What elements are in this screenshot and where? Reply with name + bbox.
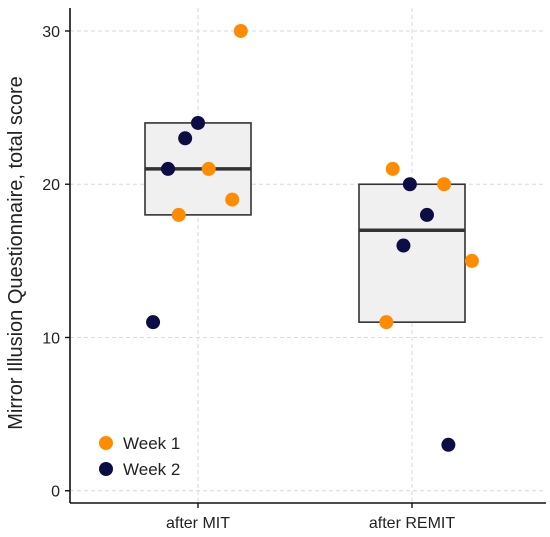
data-point-week-2 xyxy=(419,207,434,222)
y-tick-label: 20 xyxy=(42,177,60,194)
box-iqr xyxy=(358,183,466,323)
data-point-week-1 xyxy=(233,23,248,38)
legend-marker xyxy=(99,436,113,450)
y-axis-title: Mirror Illusion Questionnaire, total sco… xyxy=(5,76,27,429)
tick-layer: 0 10 20 30 after MIT after REMIT xyxy=(42,24,455,532)
legend-marker xyxy=(99,462,113,476)
data-point-week-2 xyxy=(178,131,193,146)
data-point-week-1 xyxy=(464,253,479,268)
data-point-week-2 xyxy=(396,238,411,253)
legend-label: Week 2 xyxy=(123,460,180,479)
point-layer xyxy=(146,23,479,452)
data-point-week-1 xyxy=(379,315,394,330)
x-tick-label: after MIT xyxy=(166,515,230,532)
data-point-week-2 xyxy=(402,177,417,192)
box-layer xyxy=(144,122,466,323)
data-point-week-1 xyxy=(385,161,400,176)
legend-label: Week 1 xyxy=(123,434,180,453)
data-point-week-1 xyxy=(201,161,216,176)
data-point-week-2 xyxy=(191,115,205,130)
x-tick-label: after REMIT xyxy=(369,515,455,532)
data-point-week-1 xyxy=(437,177,452,192)
axis-layer xyxy=(69,8,546,504)
data-point-week-1 xyxy=(225,192,240,207)
data-point-week-2 xyxy=(441,437,456,452)
y-tick-label: 10 xyxy=(42,330,60,347)
y-tick-label: 0 xyxy=(51,484,60,501)
legend: Week 1 Week 2 xyxy=(99,434,180,479)
data-point-week-2 xyxy=(146,315,161,330)
y-tick-label: 30 xyxy=(42,24,60,41)
data-point-week-2 xyxy=(161,161,176,176)
data-point-week-1 xyxy=(171,207,186,222)
